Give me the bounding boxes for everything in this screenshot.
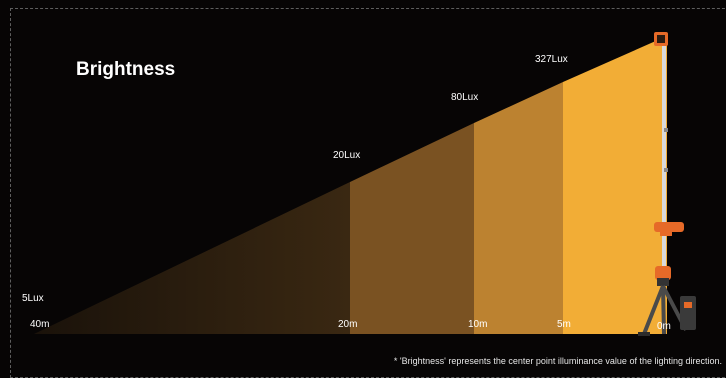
lux-label-5m: 327Lux	[535, 54, 568, 65]
distance-label-40m: 40m	[30, 319, 50, 330]
zone-20m-10m	[350, 123, 474, 334]
zone-5m-0m	[563, 36, 667, 334]
distance-label-5m: 5m	[557, 319, 571, 330]
page-title: Brightness	[76, 59, 176, 80]
zone-10m-5m	[474, 82, 563, 334]
tripod-work-light-icon	[638, 32, 696, 336]
lux-label-20m: 20Lux	[333, 150, 361, 161]
footnote: * 'Brightness' represents the center poi…	[393, 356, 722, 366]
distance-label-0m: 0m	[657, 321, 671, 332]
zone-40m-20m	[34, 182, 350, 334]
distance-label-20m: 20m	[338, 319, 358, 330]
light-beam-diagram	[34, 32, 696, 336]
lux-label-10m: 80Lux	[451, 92, 479, 103]
distance-label-10m: 10m	[468, 319, 488, 330]
lux-label-40m: 5Lux	[22, 293, 44, 304]
